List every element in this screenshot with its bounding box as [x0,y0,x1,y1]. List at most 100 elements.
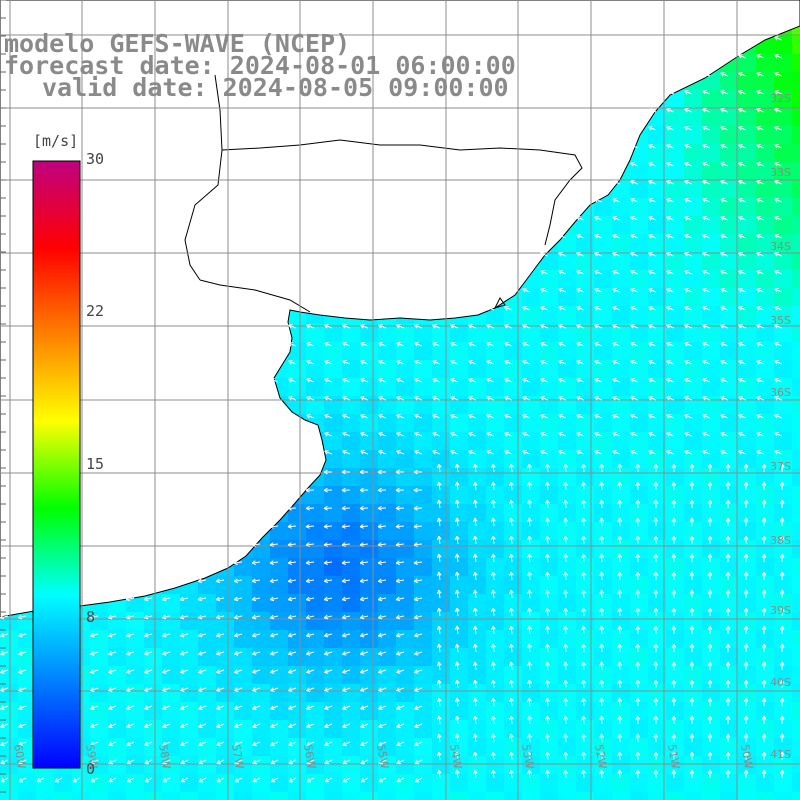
lat-label: 32S [770,92,791,105]
field-cell [738,126,756,144]
field-cell [576,684,594,702]
wind-arrow [252,777,261,783]
field-cell [378,450,396,468]
field-cell [234,684,252,702]
wind-arrow [720,198,729,203]
field-cell [540,288,558,306]
field-cell [342,396,360,414]
wind-arrow [563,625,568,635]
wind-arrow [342,396,351,401]
field-cell [162,756,180,774]
field-cell [198,792,216,800]
field-cell [648,792,666,800]
field-cell [648,198,666,216]
wind-arrow [612,360,621,365]
field-cell [432,702,450,720]
wind-arrow [635,751,641,761]
wind-arrow [648,126,657,131]
wind-arrow [197,632,207,638]
wind-arrow [216,705,225,710]
wind-arrow [612,252,621,257]
wind-arrow [599,697,605,707]
wind-arrow [395,524,405,529]
wind-arrow [287,578,297,584]
wind-arrow [90,705,99,710]
wind-arrow [707,697,713,707]
field-cell [720,522,738,540]
wind-arrow [305,596,315,602]
wind-arrow [630,378,639,383]
wind-arrow [215,632,225,638]
wind-arrow [725,553,731,563]
field-cell [630,216,648,234]
wind-arrow [756,90,765,95]
field-cell [558,396,576,414]
wind-arrow [251,578,261,584]
field-cell [774,234,792,252]
field-cell [450,720,468,738]
field-cell [324,774,342,792]
wind-arrow [486,378,495,383]
wind-arrow [378,432,387,437]
field-cell [108,702,126,720]
wind-arrow [545,589,550,599]
wind-arrow [269,614,279,620]
field-cell [522,738,540,756]
wind-arrow [774,324,783,329]
field-cell [270,792,288,800]
field-cell [558,306,576,324]
wind-arrow [377,542,387,547]
wind-arrow [359,560,369,566]
field-cell [414,720,432,738]
field-cell [252,594,270,612]
wind-arrow [450,360,459,365]
wind-arrow [630,414,639,419]
field-cell [630,720,648,738]
wind-arrow [436,697,442,707]
field-cell [702,612,720,630]
wind-arrow [558,378,567,383]
field-cell [234,594,252,612]
wind-arrow [323,487,333,493]
wind-arrow [179,614,189,620]
wind-arrow [396,396,405,401]
wind-arrow [725,643,731,653]
wind-arrow [545,751,550,761]
field-cell [540,378,558,396]
wind-arrow [689,769,695,779]
wind-arrow [581,571,586,581]
wind-arrow [143,614,153,620]
wind-arrow [599,715,605,725]
field-cell [540,720,558,738]
field-cell [738,432,756,450]
wind-arrow [288,360,297,365]
wind-arrow [684,234,693,239]
wind-arrow [413,524,423,529]
wind-arrow [635,589,641,599]
field-cell [450,414,468,432]
wind-arrow [413,596,423,602]
field-cell [180,738,198,756]
wind-arrow [323,578,333,584]
field-cell [738,216,756,234]
field-cell [594,720,612,738]
wind-arrow [756,162,765,167]
wind-arrow [378,414,387,419]
wind-arrow [251,596,261,602]
wind-arrow [436,463,442,473]
field-cell [774,630,792,648]
wind-arrow [432,378,441,383]
model-title: modelo GEFS-WAVE (NCEP) [4,29,351,58]
wind-arrow [414,414,423,419]
field-cell [720,342,738,360]
field-cell [432,432,450,450]
wind-arrow [594,450,603,455]
wind-arrow [527,463,532,473]
wind-arrow [774,108,783,113]
lon-label: 56W [301,743,318,770]
field-cell [720,252,738,270]
wind-arrow [377,596,387,602]
field-cell [666,342,684,360]
wind-arrow [90,777,99,783]
field-cell [432,396,450,414]
